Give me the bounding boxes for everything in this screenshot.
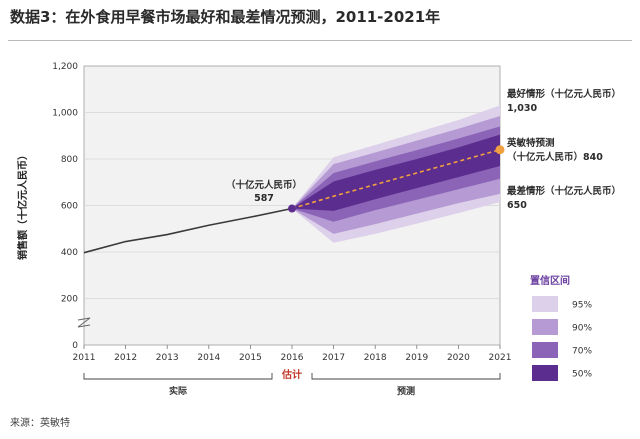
legend-swatch-50pct [532, 365, 558, 381]
legend-swatch-95pct [532, 296, 558, 312]
annotation-worst-label: 最差情形（十亿元人民币） [507, 185, 621, 197]
legend-label-90pct: 90% [572, 324, 592, 334]
x-tick-2018: 2018 [364, 353, 387, 363]
x-tick-2020: 2020 [447, 353, 470, 363]
point-2021 [495, 145, 505, 155]
bracket-actual [83, 373, 273, 380]
annotation-best-value: 1,030 [507, 103, 537, 114]
source-note: 来源：英敏特 [10, 418, 70, 429]
x-tick-labels: 2011 2012 2013 2014 2015 2016 2017 2018 2019 2020… [73, 345, 512, 363]
y-tick-0: 0 [72, 341, 78, 351]
series-line-actual [83, 207, 293, 254]
annotation-forecast-value: （十亿元人民币）840 [507, 151, 603, 163]
x-tick-2017: 2017 [322, 353, 345, 363]
series-lines [83, 145, 505, 254]
legend-label-95pct: 95% [572, 301, 592, 311]
y-tick-labels: 0 200 400 600 800 1,000 1,200 [52, 62, 78, 351]
period-estimate: 估计 [281, 368, 302, 381]
x-tick-2019: 2019 [405, 353, 428, 363]
legend-swatch-70pct [532, 342, 558, 358]
y-tick-1000: 1,000 [52, 109, 78, 119]
x-tick-2014: 2014 [197, 353, 220, 363]
annotation-2016-unit: （十亿元人民币） [226, 179, 302, 191]
legend-title: 置信区间 [530, 274, 570, 287]
annotation-worst-value: 650 [507, 200, 527, 211]
bracket-forecast [311, 373, 501, 380]
period-forecast: 预测 [397, 385, 415, 397]
series-line-forecast [291, 148, 501, 210]
legend-label-70pct: 70% [572, 347, 592, 357]
legend: 95% 90% 70% 50% [532, 296, 592, 381]
annotation-best-label: 最好情形（十亿元人民币） [507, 88, 621, 100]
annotation-2016-value: 587 [254, 193, 274, 204]
y-axis-label: 销售额（十亿元人民币） [16, 150, 29, 260]
x-tick-2015: 2015 [239, 353, 262, 363]
x-tick-2021: 2021 [489, 353, 512, 363]
axis-break-mark [77, 317, 91, 328]
title-divider [8, 40, 632, 41]
y-tick-600: 600 [61, 202, 78, 212]
annotation-forecast-label: 英敏特预测 [507, 137, 555, 149]
y-tick-200: 200 [61, 295, 78, 305]
x-tick-2016: 2016 [281, 353, 304, 363]
confidence-bands [292, 105, 500, 243]
point-2016 [288, 204, 296, 213]
x-tick-2012: 2012 [114, 353, 137, 363]
y-tick-400: 400 [61, 248, 78, 258]
period-actual: 实际 [169, 385, 187, 397]
legend-label-50pct: 50% [572, 370, 592, 380]
chart-title: 数据3：在外食用早餐市场最好和最差情况预测，2011-2021年 [10, 8, 441, 26]
legend-swatch-90pct [532, 319, 558, 335]
x-tick-2011: 2011 [73, 353, 96, 363]
y-tick-800: 800 [61, 155, 78, 165]
x-tick-2013: 2013 [156, 353, 179, 363]
band-50pct [292, 134, 500, 211]
y-tick-1200: 1,200 [52, 62, 78, 72]
